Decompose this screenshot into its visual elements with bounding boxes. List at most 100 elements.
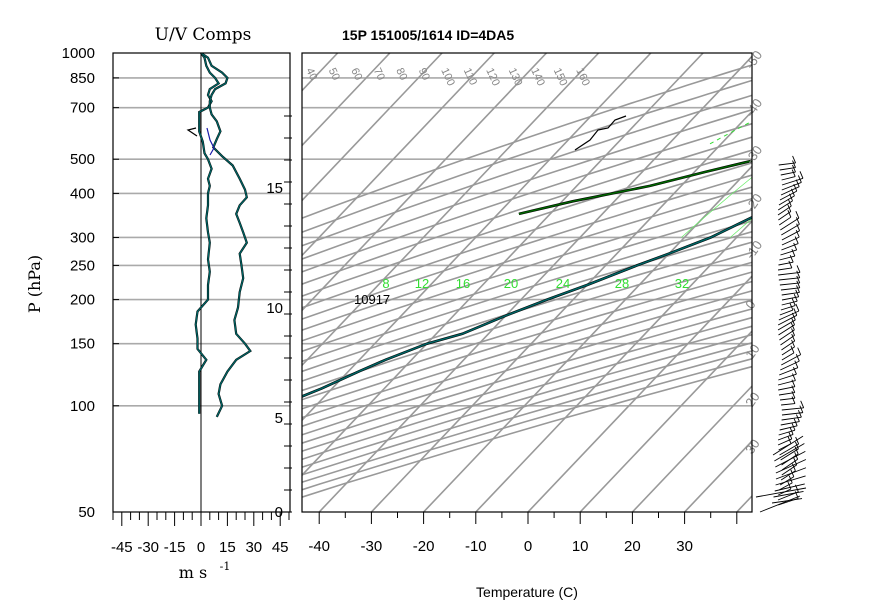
wind-barb (779, 309, 794, 316)
wind-barb-flag (788, 260, 793, 269)
dry-adiabat (302, 186, 752, 331)
isotherm (302, 53, 495, 257)
uv-x-tick-label: -15 (164, 539, 186, 556)
wind-barb-flag (791, 317, 795, 325)
temp-tick-label: 0 (524, 538, 532, 555)
wind-barb (774, 443, 805, 462)
wind-barb (781, 354, 801, 366)
wind-barb (779, 167, 796, 171)
mixing-ratio-label: 8 (382, 276, 389, 291)
wind-barb (773, 491, 804, 498)
isotherm (370, 110, 752, 512)
wind-barb-flag (792, 164, 796, 173)
wind-barb-flag (791, 385, 796, 393)
wind-barb-flag (793, 366, 797, 375)
dry-adiabat (302, 174, 752, 320)
pressure-tick-label: 150 (70, 336, 95, 353)
wind-barb (779, 425, 798, 431)
wind-barb (778, 261, 794, 266)
wind-barb-flag (797, 175, 802, 183)
theta-label: 110 (461, 66, 479, 87)
uv-profile-tail (206, 127, 215, 156)
wind-barb (778, 392, 795, 396)
dry-adiabat (302, 197, 752, 342)
wind-barb-flag (795, 217, 800, 225)
theta-label: 90 (416, 66, 432, 82)
wind-barb (778, 429, 796, 436)
wind-barb-flag (787, 210, 792, 218)
wind-barb-flag (795, 179, 800, 187)
wind-barb-flag (797, 410, 802, 418)
wind-barb (780, 249, 797, 256)
wind-barb-flag (790, 345, 795, 354)
skewt-profiles (302, 115, 752, 398)
lcl-label: 10917 (354, 292, 390, 307)
wind-barb (780, 186, 800, 196)
pressure-tick-label: 500 (70, 151, 95, 168)
wind-barb (778, 324, 795, 336)
wind-barb (779, 476, 795, 486)
theta-label: 150 (551, 66, 570, 88)
mixing-ratio-label: 12 (415, 276, 429, 291)
theta-label: 140 (528, 66, 547, 88)
uv-profiles (186, 53, 252, 418)
wind-barb-flag (791, 422, 796, 431)
wind-barb-flag (788, 475, 793, 484)
moist-adiabat (708, 120, 752, 146)
moist-adiabat (834, 53, 887, 145)
wind-barb (772, 435, 804, 456)
wind-barb-flag (797, 347, 802, 355)
wind-barb-flag (791, 391, 796, 399)
dry-adiabat (302, 64, 752, 219)
wind-barb-flag (791, 333, 796, 342)
wind-barb (781, 403, 796, 406)
wind-barb-flag (795, 289, 800, 298)
uv-panel: U/V Comps P (hPa) 5010015020025030040050… (25, 25, 291, 582)
skewt-x-axis-label: Temperature (C) (476, 584, 578, 600)
dry-adiabat (302, 261, 752, 401)
wind-barb (779, 282, 800, 286)
theta-label: 80 (393, 66, 409, 82)
dry-adiabat (302, 79, 752, 234)
theta-label: 70 (371, 66, 387, 82)
wind-barb (780, 421, 800, 426)
skewt-profile-line (518, 160, 752, 215)
wind-barb-flag (791, 298, 796, 306)
mixing-ratio-line (681, 176, 752, 238)
skewt-profile-tail (574, 115, 627, 151)
temp-tick-label: -10 (465, 538, 487, 555)
mixing-ratio-label: 20 (504, 276, 518, 291)
wind-barb (775, 467, 807, 480)
uv-profile-line (195, 53, 220, 414)
pressure-tick-label: 700 (70, 100, 95, 117)
wind-barb (781, 352, 795, 361)
uv-y-axis-label: P (hPa) (25, 255, 44, 313)
skewt-panel-frame (301, 52, 753, 513)
wind-barb (777, 267, 792, 271)
uv-x-tick-label: -30 (137, 539, 159, 556)
mixing-ratio-label: 16 (456, 276, 470, 291)
wind-barb-flag (796, 414, 800, 422)
wind-barb (779, 329, 795, 341)
dry-adiabat (302, 365, 752, 498)
mixing-ratio-line (876, 53, 887, 238)
wind-barb (781, 407, 804, 411)
uv-panel-title: U/V Comps (155, 25, 252, 45)
dry-adiabat (302, 357, 752, 491)
wind-barb-flag (796, 265, 801, 273)
wind-barb (781, 176, 796, 181)
wind-barb (780, 335, 795, 346)
isotherm (527, 275, 752, 512)
wind-barb-flag (791, 379, 796, 387)
wind-barb (775, 475, 806, 486)
height-axis: 0 5 10 15 (266, 115, 292, 521)
mixing-ratio-line (802, 53, 887, 238)
wind-barb-flag (796, 270, 801, 279)
mixing-ratio-label: 24 (556, 276, 570, 291)
wind-barb (778, 195, 795, 206)
wind-barb (779, 255, 795, 261)
wind-barb-flag (787, 204, 792, 212)
isotherm-edge-label: -10 (742, 238, 765, 262)
height-tick-label: 0 (275, 504, 283, 521)
